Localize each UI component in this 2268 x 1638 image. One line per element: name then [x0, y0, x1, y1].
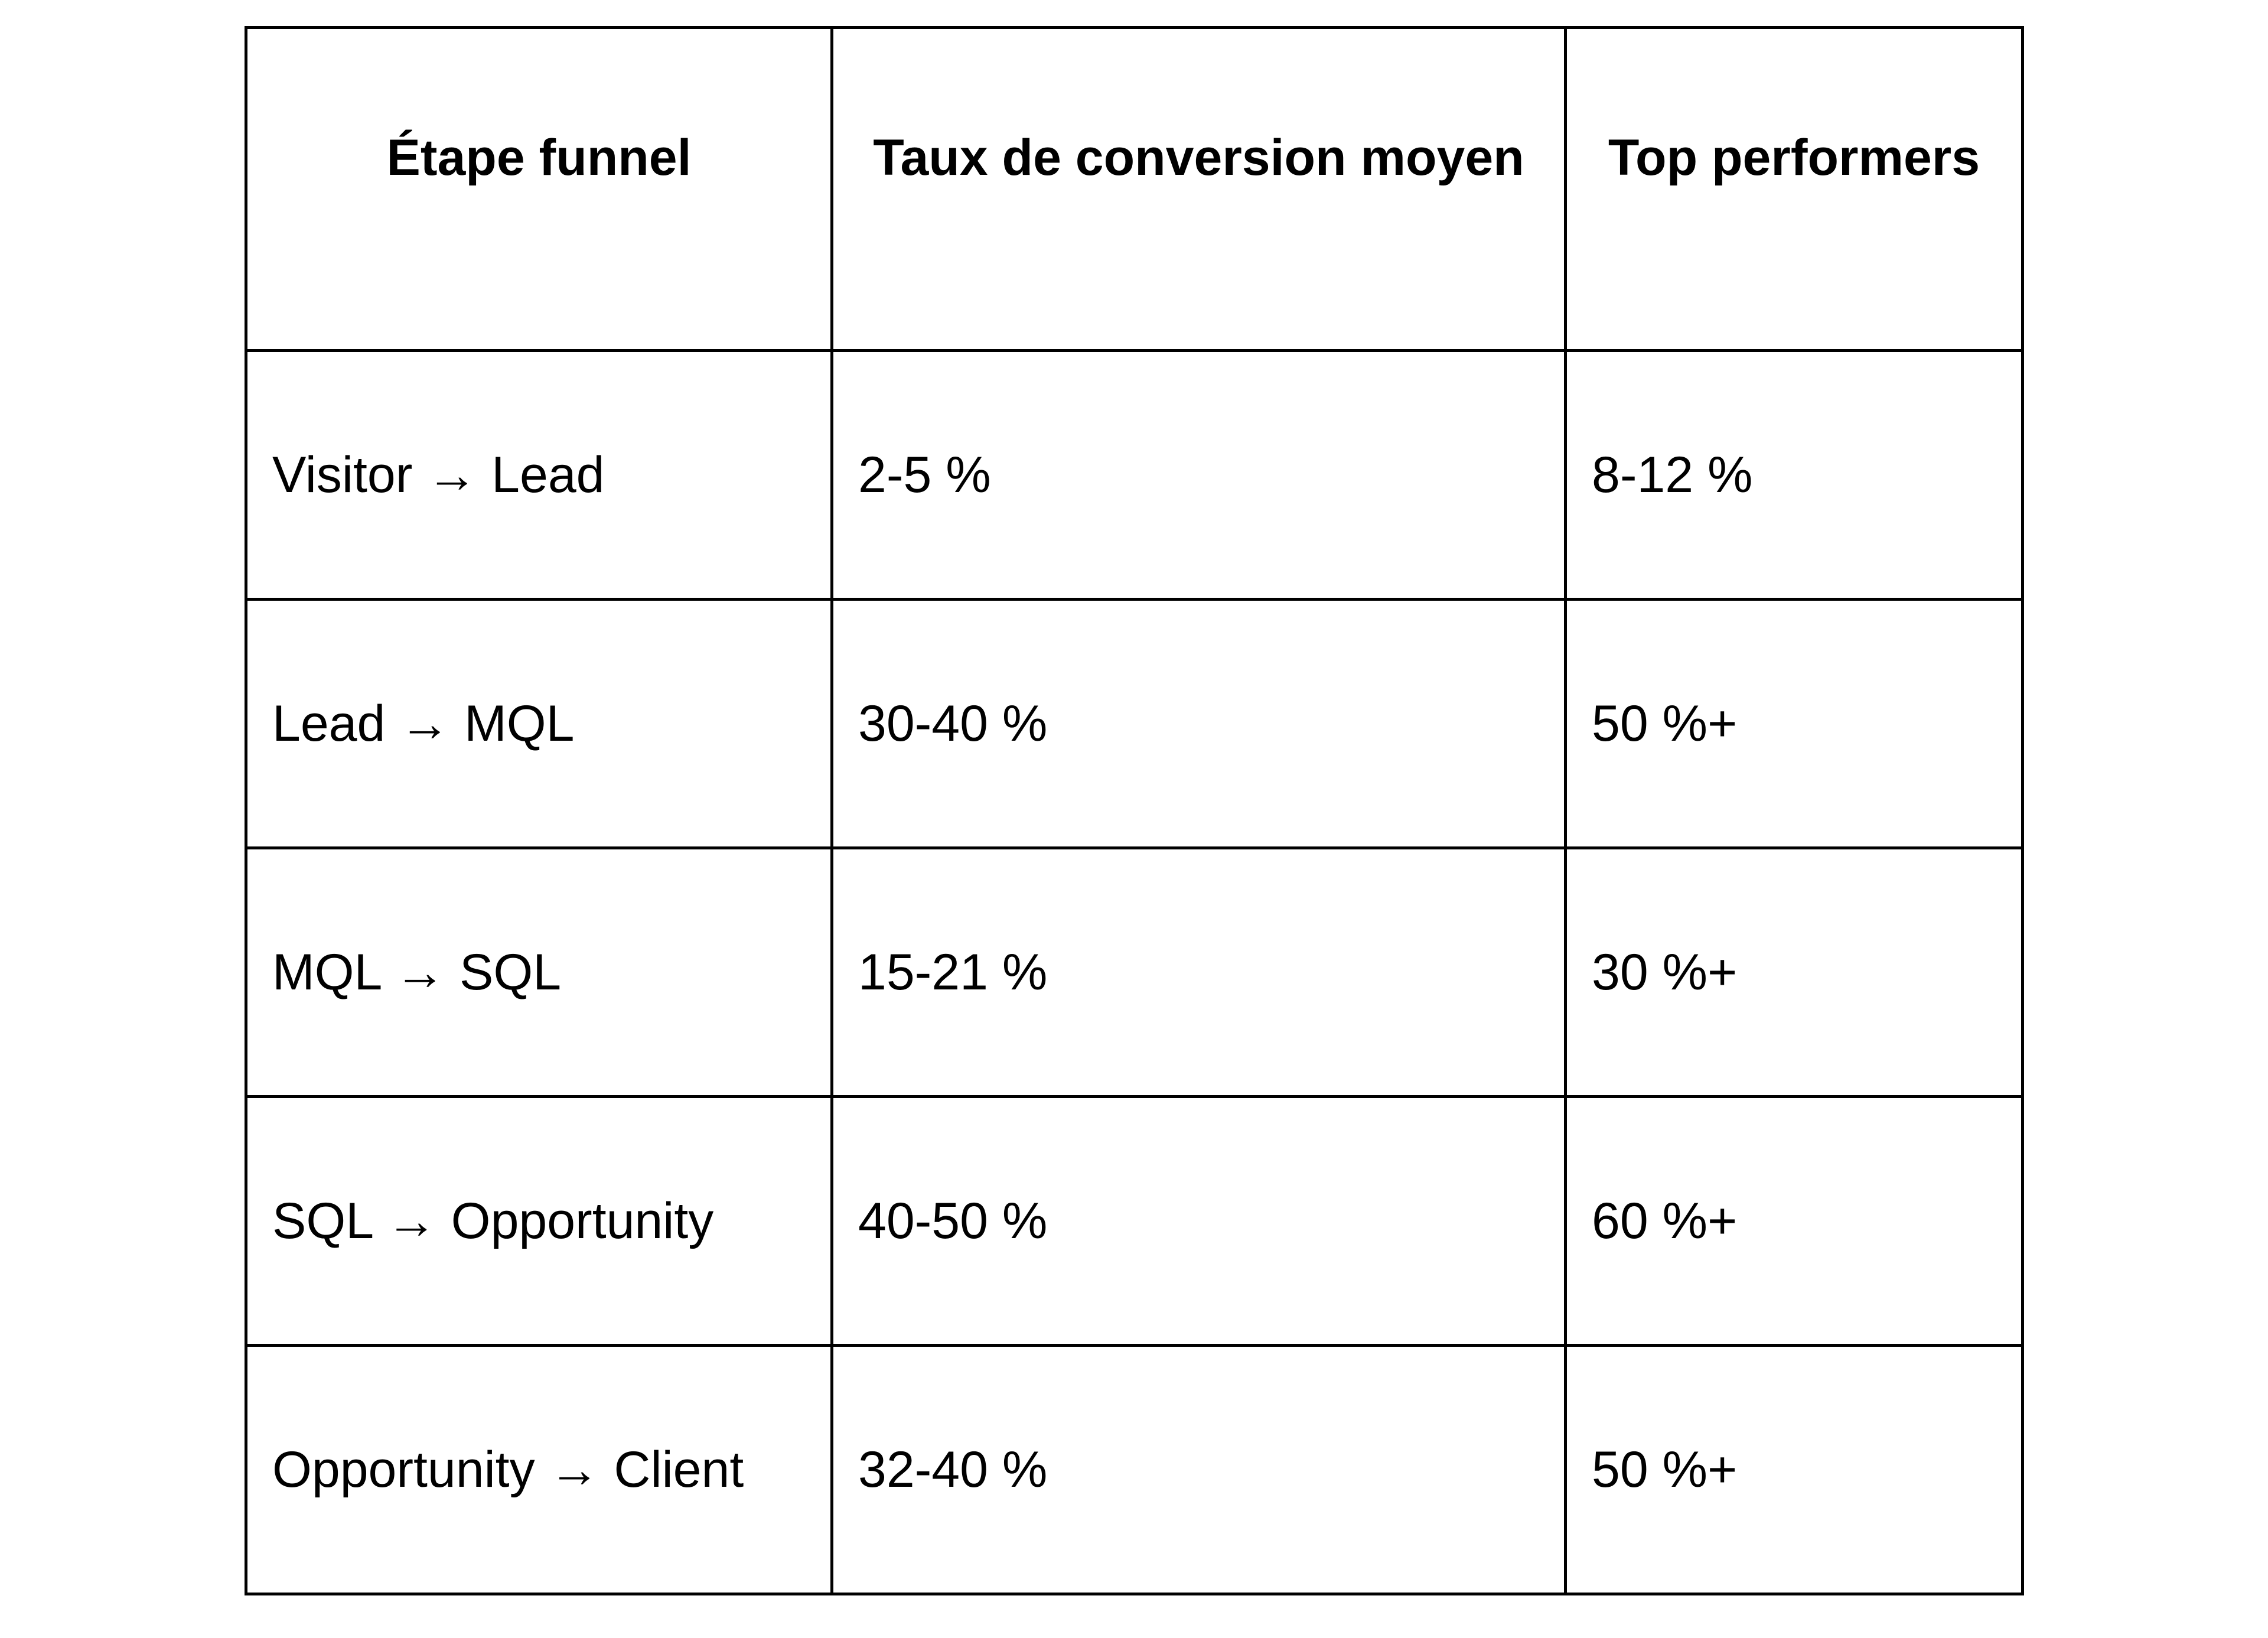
- cell-top: 50 %+: [1564, 598, 2024, 849]
- cell-stage: SQL → Opportunity: [245, 1095, 833, 1347]
- header-funnel-stage: Étape funnel: [245, 26, 833, 352]
- table-row: Visitor → Lead 2-5 % 8-12 %: [245, 349, 2024, 601]
- table-row: MQL → SQL 15-21 % 30 %+: [245, 846, 2024, 1098]
- table-row: SQL → Opportunity 40-50 % 60 %+: [245, 1095, 2024, 1347]
- cell-average: 2-5 %: [830, 349, 1567, 601]
- table-row: Lead → MQL 30-40 % 50 %+: [245, 598, 2024, 849]
- cell-stage: Opportunity → Client: [245, 1344, 833, 1595]
- cell-top: 60 %+: [1564, 1095, 2024, 1347]
- cell-average: 30-40 %: [830, 598, 1567, 849]
- cell-average: 40-50 %: [830, 1095, 1567, 1347]
- conversion-table: Étape funnel Taux de conversion moyen To…: [245, 26, 2024, 1595]
- header-average-conversion: Taux de conversion moyen: [830, 26, 1567, 352]
- cell-stage: Lead → MQL: [245, 598, 833, 849]
- table-header-row: Étape funnel Taux de conversion moyen To…: [245, 26, 2024, 352]
- cell-top: 8-12 %: [1564, 349, 2024, 601]
- cell-average: 15-21 %: [830, 846, 1567, 1098]
- cell-top: 50 %+: [1564, 1344, 2024, 1595]
- header-top-performers: Top performers: [1564, 26, 2024, 352]
- cell-top: 30 %+: [1564, 846, 2024, 1098]
- cell-stage: Visitor → Lead: [245, 349, 833, 601]
- table-row: Opportunity → Client 32-40 % 50 %+: [245, 1344, 2024, 1595]
- cell-average: 32-40 %: [830, 1344, 1567, 1595]
- cell-stage: MQL → SQL: [245, 846, 833, 1098]
- conversion-table-container: Étape funnel Taux de conversion moyen To…: [245, 26, 2024, 1595]
